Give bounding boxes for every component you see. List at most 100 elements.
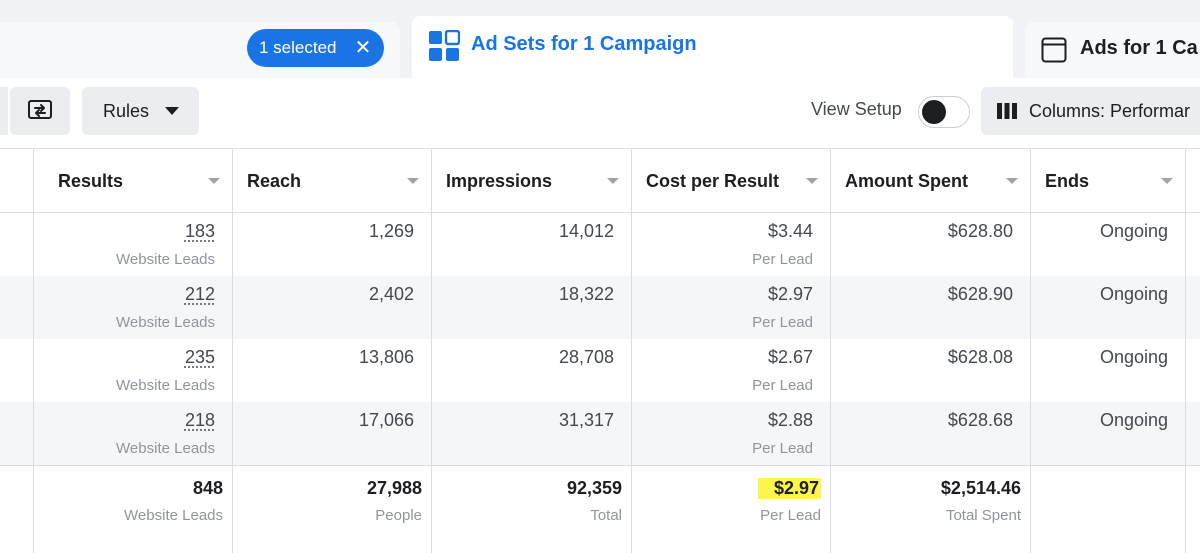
results-cell: 218 Website Leads bbox=[34, 402, 233, 465]
impressions-cell: 14,012 bbox=[432, 213, 632, 276]
spent-cell: $628.80 bbox=[831, 213, 1031, 276]
columns-icon bbox=[997, 103, 1017, 119]
column-header-label: Cost per Result bbox=[646, 171, 780, 191]
spent-value: $628.08 bbox=[947, 347, 1013, 367]
impressions-value: 28,708 bbox=[558, 347, 614, 367]
cost-cell: $3.44 Per Lead bbox=[632, 213, 831, 276]
tab-ad-sets[interactable]: Ad Sets for 1 Campaign bbox=[412, 16, 1013, 78]
column-header-amount-spent[interactable]: Amount Spent bbox=[831, 149, 1031, 213]
column-header-impressions[interactable]: Impressions bbox=[432, 149, 632, 213]
total-cost-value-highlighted: $2.97 bbox=[757, 478, 821, 499]
table-row[interactable]: 183 Website Leads 1,269 14,012 $3.44 Per… bbox=[0, 213, 1200, 276]
column-header-results[interactable]: Results bbox=[34, 149, 233, 213]
tab-ads-label: Ads for 1 Ca bbox=[1080, 37, 1198, 59]
cost-value: $3.44 bbox=[767, 221, 813, 241]
results-cell: 183 Website Leads bbox=[34, 213, 233, 276]
results-value[interactable]: 218 bbox=[184, 410, 215, 430]
table-header: Results Reach Impressions Cost per Resul… bbox=[0, 148, 1200, 213]
cost-cell: $2.97 Per Lead bbox=[632, 276, 831, 339]
next-column-partial bbox=[1186, 276, 1200, 339]
spent-value: $628.90 bbox=[947, 284, 1013, 304]
caret-down-icon bbox=[165, 107, 179, 115]
impressions-cell: 28,708 bbox=[432, 339, 632, 402]
column-header-reach[interactable]: Reach bbox=[233, 149, 432, 213]
results-value[interactable]: 212 bbox=[184, 284, 215, 304]
clear-selection-icon[interactable]: ✕ bbox=[354, 37, 372, 59]
view-setup-label: View Setup bbox=[811, 99, 902, 119]
ab-test-button[interactable] bbox=[10, 87, 70, 135]
ab-test-icon bbox=[28, 100, 52, 119]
columns-dropdown[interactable]: Columns: Performar bbox=[981, 87, 1200, 135]
totals-row: 848 Website Leads 27,988 People 92,359 T… bbox=[0, 465, 1200, 553]
total-impressions-unit: Total bbox=[590, 507, 622, 524]
tab-ads[interactable]: Ads for 1 Ca bbox=[1025, 22, 1200, 78]
toggle-knob bbox=[922, 100, 946, 124]
cost-value: $2.88 bbox=[767, 410, 813, 430]
row-select-cell[interactable] bbox=[0, 276, 34, 339]
reach-value: 1,269 bbox=[368, 221, 414, 241]
columns-label: Columns: Performar bbox=[1029, 100, 1191, 121]
column-header-ends[interactable]: Ends bbox=[1031, 149, 1186, 213]
total-results-cell: 848 Website Leads bbox=[34, 466, 233, 553]
impressions-value: 18,322 bbox=[558, 284, 614, 304]
ends-value: Ongoing bbox=[1099, 221, 1168, 241]
row-select-cell[interactable] bbox=[0, 402, 34, 465]
totals-spacer-cell bbox=[0, 466, 34, 553]
rules-label: Rules bbox=[103, 100, 150, 121]
column-header-cost-per-result[interactable]: Cost per Result bbox=[632, 149, 831, 213]
sort-caret-icon[interactable] bbox=[1006, 178, 1018, 184]
row-select-cell[interactable] bbox=[0, 213, 34, 276]
reach-value: 2,402 bbox=[368, 284, 414, 304]
results-value[interactable]: 235 bbox=[184, 347, 215, 367]
cost-unit: Per Lead bbox=[752, 314, 813, 331]
reach-cell: 13,806 bbox=[233, 339, 432, 402]
table-row[interactable]: 212 Website Leads 2,402 18,322 $2.97 Per… bbox=[0, 276, 1200, 339]
next-column-partial bbox=[1186, 402, 1200, 465]
next-column-partial bbox=[1186, 339, 1200, 402]
spent-cell: $628.68 bbox=[831, 402, 1031, 465]
rules-dropdown[interactable]: Rules bbox=[82, 87, 199, 135]
column-header-label: Ends bbox=[1045, 171, 1090, 191]
sort-caret-icon[interactable] bbox=[806, 178, 818, 184]
column-header-next-partial bbox=[1186, 149, 1200, 213]
next-column-partial bbox=[1186, 213, 1200, 276]
column-header-label: Amount Spent bbox=[845, 171, 968, 191]
sort-caret-icon[interactable] bbox=[1161, 178, 1173, 184]
selected-count-pill[interactable]: 1 selected ✕ bbox=[247, 29, 384, 67]
total-reach-unit: People bbox=[375, 507, 422, 524]
cost-cell: $2.88 Per Lead bbox=[632, 402, 831, 465]
total-impressions-cell: 92,359 Total bbox=[432, 466, 632, 553]
toolbar-button-partial[interactable] bbox=[0, 87, 8, 135]
ends-value: Ongoing bbox=[1099, 410, 1168, 430]
table-row[interactable]: 218 Website Leads 17,066 31,317 $2.88 Pe… bbox=[0, 402, 1200, 465]
row-select-cell[interactable] bbox=[0, 339, 34, 402]
column-header-label: Reach bbox=[247, 171, 302, 191]
selected-count-label: 1 selected bbox=[259, 38, 337, 57]
cost-value: $2.97 bbox=[767, 284, 813, 304]
results-value[interactable]: 183 bbox=[184, 221, 215, 241]
total-impressions-value: 92,359 bbox=[566, 478, 622, 498]
results-cell: 212 Website Leads bbox=[34, 276, 233, 339]
totals-next-partial bbox=[1186, 466, 1200, 553]
column-header-label: Results bbox=[58, 171, 124, 191]
sort-caret-icon[interactable] bbox=[607, 178, 619, 184]
results-cell: 235 Website Leads bbox=[34, 339, 233, 402]
sort-caret-icon[interactable] bbox=[208, 178, 220, 184]
ends-cell: Ongoing bbox=[1031, 276, 1186, 339]
total-spent-cell: $2,514.46 Total Spent bbox=[831, 466, 1031, 553]
ends-value: Ongoing bbox=[1099, 284, 1168, 304]
table-row[interactable]: 235 Website Leads 13,806 28,708 $2.67 Pe… bbox=[0, 339, 1200, 402]
total-ends-cell bbox=[1031, 466, 1186, 553]
column-header-checkbox-spacer bbox=[0, 149, 34, 213]
spent-cell: $628.90 bbox=[831, 276, 1031, 339]
impressions-cell: 31,317 bbox=[432, 402, 632, 465]
cost-unit: Per Lead bbox=[752, 440, 813, 457]
view-setup-toggle[interactable] bbox=[918, 96, 970, 128]
ad-sets-grid-icon bbox=[429, 30, 460, 61]
ads-window-icon bbox=[1041, 37, 1067, 63]
tab-ad-sets-label: Ad Sets for 1 Campaign bbox=[471, 33, 697, 55]
reach-value: 13,806 bbox=[358, 347, 414, 367]
sort-caret-icon[interactable] bbox=[407, 178, 419, 184]
total-results-value: 848 bbox=[192, 478, 223, 498]
results-type: Website Leads bbox=[116, 440, 215, 457]
